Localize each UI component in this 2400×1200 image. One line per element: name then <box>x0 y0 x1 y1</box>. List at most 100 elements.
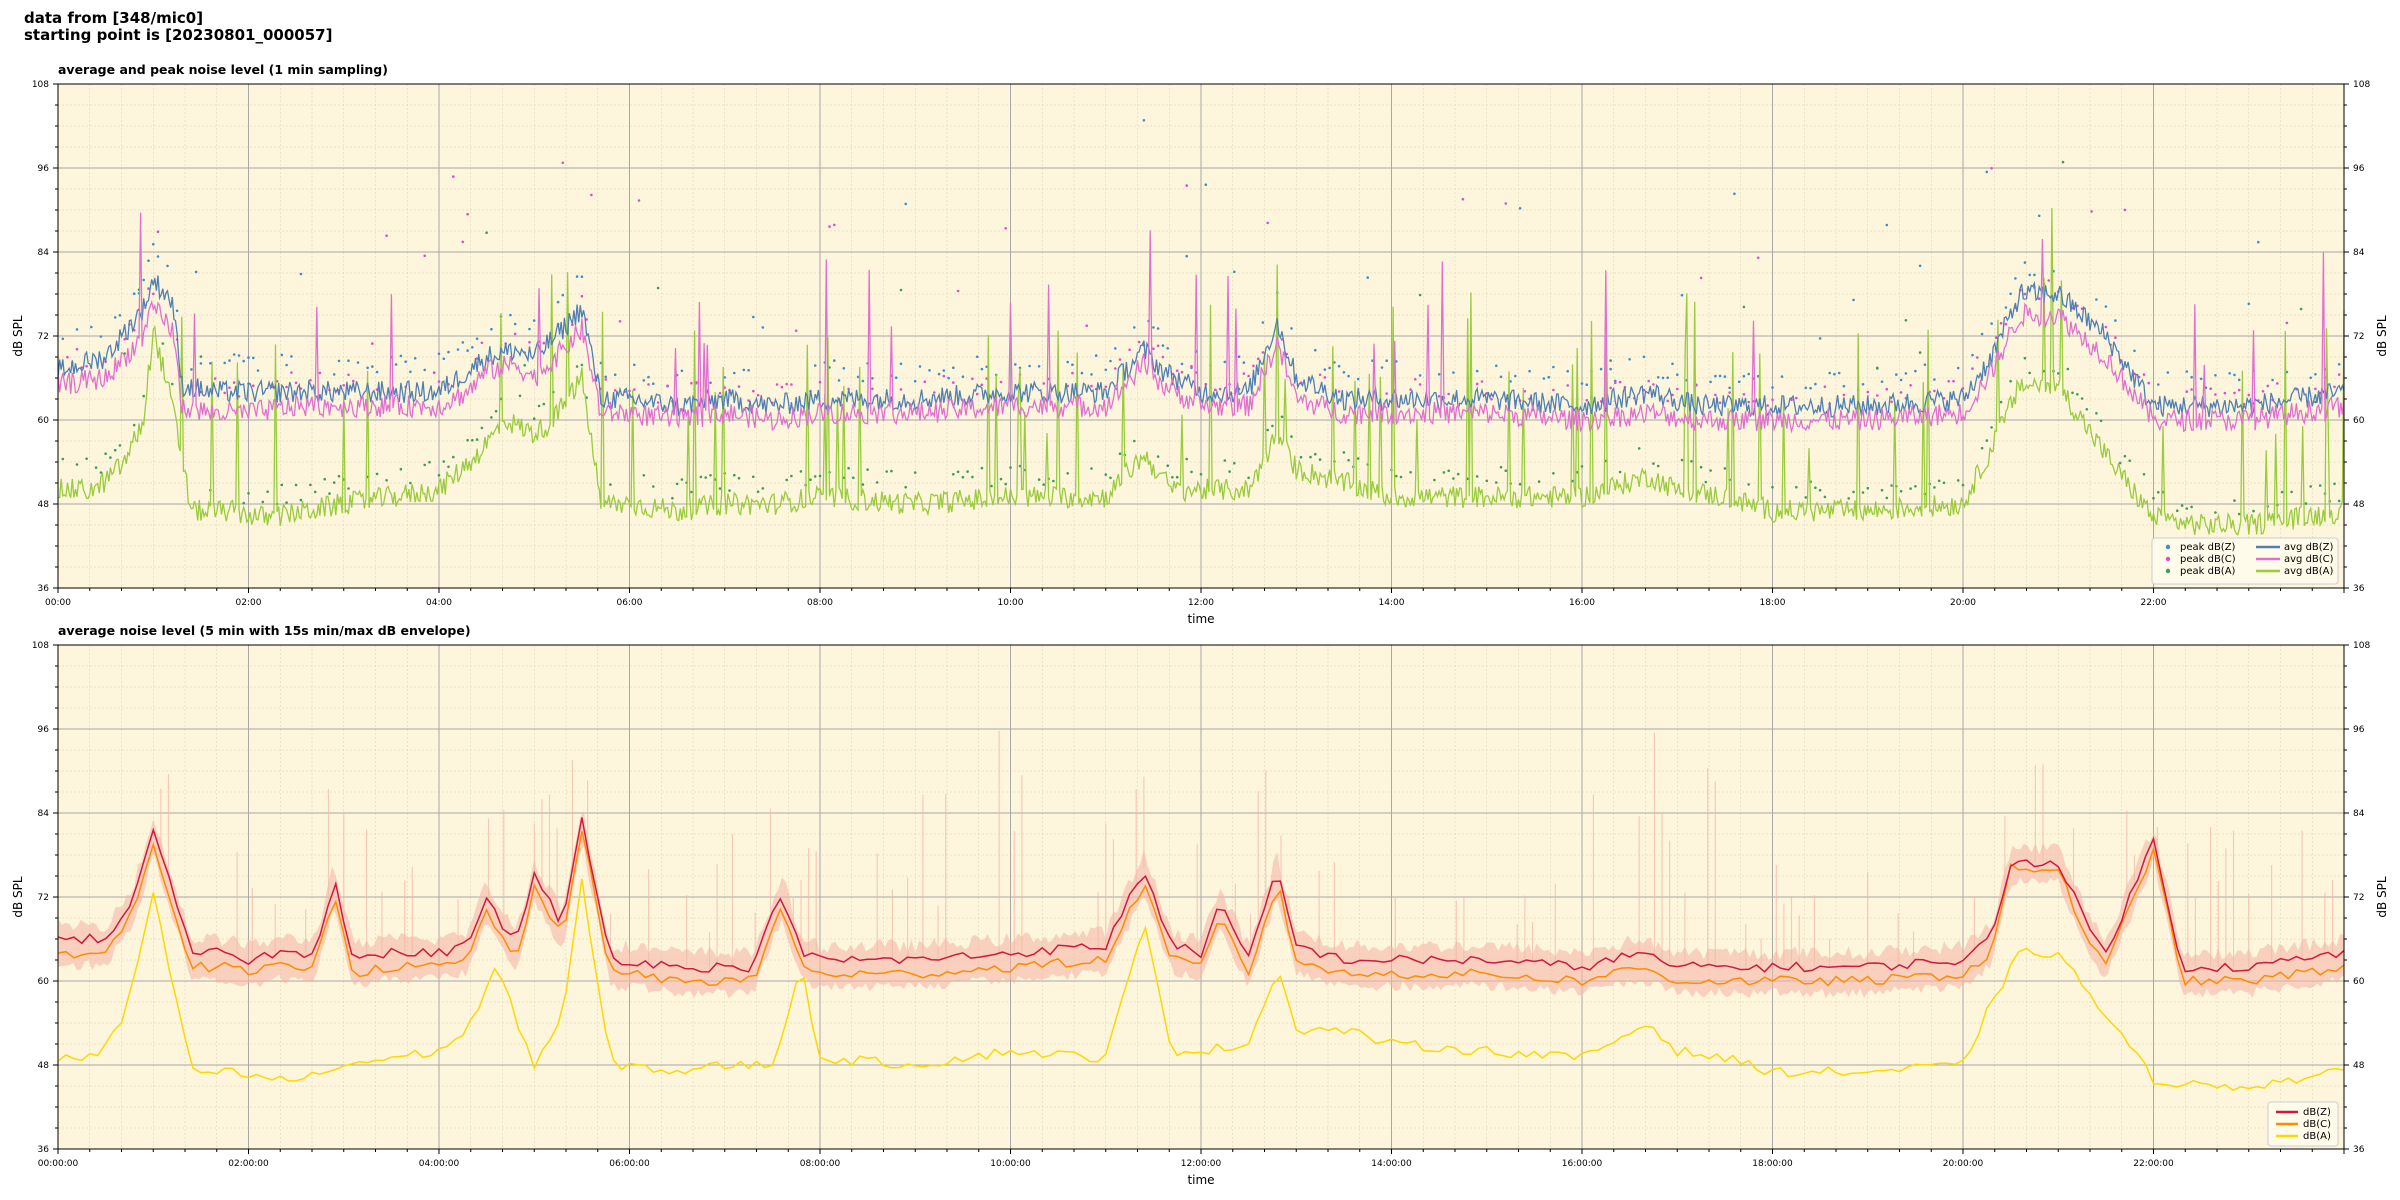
header-source: data from [348/mic0] <box>24 9 204 27</box>
panel-title: average and peak noise level (1 min samp… <box>58 62 388 77</box>
legend-label: peak dB(C) <box>2180 554 2236 565</box>
peak-z-dot <box>1452 371 1455 374</box>
peak-a-dot <box>1233 461 1236 465</box>
peak-a-dot <box>1009 466 1012 469</box>
peak-c-dot <box>942 374 946 378</box>
peak-z-dot <box>2337 363 2341 366</box>
peak-a-dot <box>2290 490 2293 494</box>
peak-a-dot <box>2318 484 2322 487</box>
peak-a-dot <box>642 474 646 477</box>
peak-a-dot <box>1280 415 1284 419</box>
peak-a-dot <box>1818 488 1822 492</box>
peak-a-dot <box>1876 367 1879 370</box>
peak-a-dot <box>142 394 145 398</box>
peak-z-dot <box>528 327 531 331</box>
peak-c-dot <box>1418 383 1422 386</box>
peak-a-dot <box>428 460 431 464</box>
peak-z-dot <box>942 369 946 372</box>
peak-c-dot <box>480 341 484 345</box>
peak-z-dot <box>152 242 155 246</box>
peak-z-dot <box>652 382 655 386</box>
peak-c-dot <box>347 373 350 377</box>
peak-a-dot <box>1914 485 1917 488</box>
peak-c-dot <box>2285 321 2289 325</box>
peak-z-dot <box>899 362 903 366</box>
peak-z-dot <box>2214 374 2217 377</box>
x-tick-label: 04:00 <box>426 598 452 608</box>
peak-z-dot <box>947 376 950 380</box>
peak-c-dot <box>561 161 565 165</box>
legend-marker <box>2165 544 2171 550</box>
peak-a-dot <box>1771 485 1774 489</box>
y-tick-label-right: 96 <box>2353 164 2365 174</box>
peak-a-dot <box>2028 371 2031 375</box>
peak-a-dot <box>785 478 788 482</box>
peak-z-dot <box>2247 302 2251 306</box>
peak-z-dot <box>1094 354 1098 357</box>
peak-a-dot <box>2023 356 2027 360</box>
peak-a-dot <box>1885 496 1889 500</box>
peak-z-dot <box>456 348 460 351</box>
peak-c-dot <box>423 254 427 258</box>
peak-c-dot <box>147 287 150 290</box>
peak-c-dot <box>1666 399 1669 403</box>
peak-c-dot <box>1876 394 1879 397</box>
peak-a-dot <box>99 471 103 474</box>
peak-a-dot <box>1495 481 1498 484</box>
peak-c-dot <box>228 386 231 390</box>
peak-c-dot <box>1552 388 1555 392</box>
peak-c-dot <box>794 329 798 333</box>
peak-c-dot <box>2247 393 2251 397</box>
peak-a-dot <box>1904 319 1908 322</box>
peak-a-dot <box>899 288 903 292</box>
peak-c-dot <box>1437 395 1441 398</box>
peak-z-dot <box>442 357 446 361</box>
peak-a-dot <box>1852 490 1855 494</box>
peak-a-dot <box>956 470 960 474</box>
peak-c-dot <box>352 379 355 383</box>
peak-z-dot <box>256 369 260 372</box>
peak-a-dot <box>337 474 341 478</box>
peak-a-dot <box>1318 458 1322 461</box>
peak-z-dot <box>356 361 360 364</box>
peak-c-dot <box>637 199 641 202</box>
peak-a-dot <box>1418 293 1422 297</box>
peak-z-dot <box>2199 377 2203 381</box>
peak-a-dot <box>1580 465 1584 468</box>
peak-c-dot <box>1175 369 1179 373</box>
peak-c-dot <box>2266 384 2270 388</box>
peak-c-dot <box>1385 392 1388 395</box>
peak-c-dot <box>1152 347 1155 351</box>
peak-z-dot <box>194 270 198 274</box>
peak-a-dot <box>490 416 493 419</box>
x-tick-label: 06:00 <box>617 598 643 608</box>
peak-c-dot <box>580 294 584 298</box>
peak-z-dot <box>937 372 941 376</box>
y-tick-label-right: 84 <box>2353 809 2365 819</box>
peak-c-dot <box>1790 398 1793 402</box>
peak-a-dot <box>1690 460 1693 463</box>
peak-z-dot <box>1114 347 1117 350</box>
peak-a-dot <box>904 485 907 489</box>
peak-a-dot <box>575 365 579 368</box>
peak-z-dot <box>1261 321 1265 324</box>
peak-z-dot <box>1861 383 1865 386</box>
peak-c-dot <box>2090 210 2093 213</box>
peak-c-dot <box>2233 391 2236 395</box>
peak-a-dot <box>1433 478 1436 482</box>
peak-z-dot <box>1233 270 1236 274</box>
peak-z-dot <box>2014 277 2017 280</box>
legend-label: avg dB(Z) <box>2284 542 2334 553</box>
peak-a-dot <box>1518 482 1522 486</box>
peak-a-dot <box>1656 464 1660 468</box>
legend: dB(Z)dB(C)dB(A) <box>2267 1101 2339 1147</box>
peak-c-dot <box>590 193 593 197</box>
legend: peak dB(Z)peak dB(C)peak dB(A)avg dB(Z)a… <box>2151 537 2339 585</box>
peak-z-dot <box>1914 369 1917 373</box>
peak-z-dot <box>1709 380 1712 384</box>
peak-a-dot <box>375 472 379 476</box>
peak-c-dot <box>1218 387 1222 391</box>
peak-a-dot <box>1880 488 1884 492</box>
x-tick-label: 22:00:00 <box>2133 1159 2174 1169</box>
peak-z-dot <box>2037 214 2041 218</box>
